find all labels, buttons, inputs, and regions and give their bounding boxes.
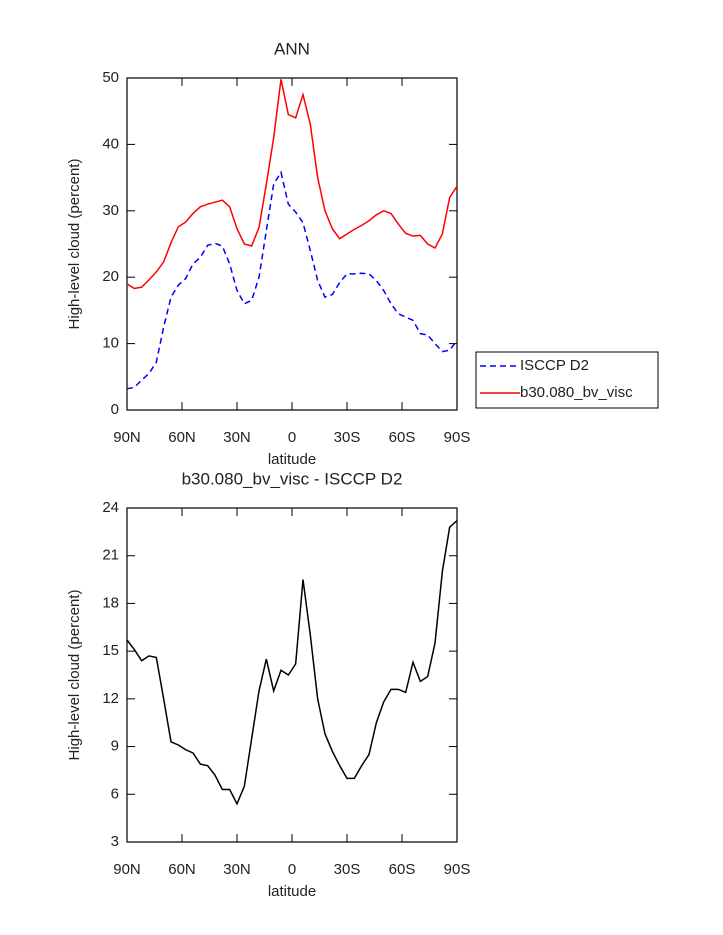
data-line: [126, 79, 458, 290]
x-tick-label: 30S: [334, 861, 361, 878]
y-tick-label: 20: [102, 268, 119, 285]
x-tick-label: 30S: [334, 429, 361, 446]
y-tick-label: 15: [102, 642, 119, 659]
x-tick-label: 60S: [389, 861, 416, 878]
x-tick-label: 90S: [444, 429, 471, 446]
y-tick-label: 24: [102, 499, 119, 516]
legend-label: b30.080_bv_visc: [520, 384, 633, 401]
y-tick-label: 3: [111, 833, 119, 850]
plot-frame: [126, 77, 458, 411]
x-tick-label: 90N: [113, 429, 141, 446]
x-axis-label: latitude: [268, 883, 316, 900]
y-tick-label: 12: [102, 690, 119, 707]
y-tick-label: 18: [102, 594, 119, 611]
data-line: [126, 170, 458, 390]
x-tick-label: 90N: [113, 861, 141, 878]
x-tick-label: 0: [288, 429, 296, 446]
x-tick-label: 30N: [223, 861, 251, 878]
legend-box: [475, 351, 659, 409]
y-tick-label: 10: [102, 335, 119, 352]
x-tick-label: 60N: [168, 429, 196, 446]
y-tick-label: 6: [111, 785, 119, 802]
x-tick-label: 0: [288, 861, 296, 878]
legend-label: ISCCP D2: [520, 357, 589, 374]
y-tick-label: 40: [102, 135, 119, 152]
x-tick-label: 90S: [444, 861, 471, 878]
y-tick-label: 50: [102, 69, 119, 86]
chart-title: ANN: [274, 39, 310, 58]
y-axis-label: High-level cloud (percent): [66, 590, 83, 761]
y-tick-label: 21: [102, 547, 119, 564]
y-axis-label: High-level cloud (percent): [66, 159, 83, 330]
chart-title: b30.080_bv_visc - ISCCP D2: [182, 469, 403, 488]
x-axis-label: latitude: [268, 451, 316, 468]
plot-frame: [126, 507, 458, 843]
y-tick-label: 9: [111, 738, 119, 755]
y-tick-label: 30: [102, 202, 119, 219]
x-tick-label: 60N: [168, 861, 196, 878]
x-tick-label: 30N: [223, 429, 251, 446]
y-tick-label: 0: [111, 401, 119, 418]
data-line: [126, 520, 458, 806]
x-tick-label: 60S: [389, 429, 416, 446]
